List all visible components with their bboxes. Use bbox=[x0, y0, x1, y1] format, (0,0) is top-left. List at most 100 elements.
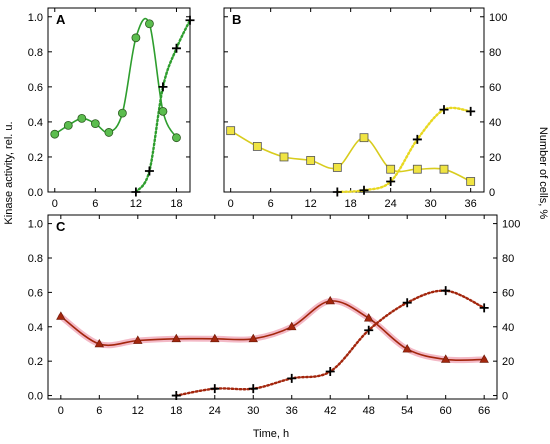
data-point-plus bbox=[131, 187, 141, 197]
data-point-plus bbox=[210, 384, 220, 394]
data-point-triangle bbox=[133, 335, 143, 344]
data-point-circle bbox=[77, 114, 87, 123]
y-left-tick-label: 0.6 bbox=[28, 287, 43, 299]
data-point-square bbox=[226, 126, 236, 136]
y-left-tick-label: 1.0 bbox=[28, 12, 43, 24]
y-left-axis-label: Kinase activity, rel. u. bbox=[3, 121, 15, 224]
data-point-triangle bbox=[402, 344, 412, 353]
x-tick-label: 12 bbox=[130, 198, 142, 210]
y-left-tick-label: 0.4 bbox=[28, 322, 43, 334]
x-tick-label: 6 bbox=[96, 405, 102, 417]
data-point-square bbox=[466, 177, 476, 186]
panel-letter: C bbox=[56, 219, 66, 234]
data-point-plus bbox=[479, 303, 489, 313]
y-right-tick-label: 40 bbox=[489, 117, 501, 129]
x-tick-label: 0 bbox=[52, 198, 58, 210]
data-point-plus bbox=[171, 43, 181, 53]
y-left-tick-label: 0.8 bbox=[28, 253, 43, 265]
data-point-circle bbox=[172, 133, 181, 143]
x-tick-label: 18 bbox=[170, 405, 182, 417]
data-point-plus bbox=[248, 384, 258, 394]
data-point-triangle bbox=[248, 333, 258, 343]
data-point-square bbox=[439, 164, 449, 174]
panel-frame bbox=[47, 7, 191, 193]
y-left-tick-label: 0.2 bbox=[28, 356, 43, 368]
y-right-tick-label: 20 bbox=[502, 356, 514, 368]
data-point-circle bbox=[104, 128, 114, 137]
data-point-plus bbox=[185, 15, 195, 25]
data-point-plus bbox=[441, 286, 451, 296]
data-point-plus bbox=[412, 134, 422, 144]
data-point-plus bbox=[144, 166, 154, 176]
data-point-circle bbox=[145, 19, 154, 29]
data-point-circle bbox=[117, 108, 127, 118]
data-point-circle bbox=[158, 106, 168, 116]
panel-frame bbox=[223, 7, 485, 193]
data-point-plus bbox=[402, 298, 412, 308]
data-point-square bbox=[412, 164, 422, 174]
data-point-plus bbox=[158, 82, 168, 92]
x-tick-label: 48 bbox=[363, 405, 375, 417]
data-point-square bbox=[306, 156, 316, 165]
series-line bbox=[230, 130, 472, 183]
y-left-tick-label: 0.4 bbox=[28, 117, 43, 129]
x-tick-label: 0 bbox=[228, 198, 234, 210]
x-tick-label: 12 bbox=[305, 198, 317, 210]
data-point-triangle bbox=[287, 321, 297, 331]
y-right-tick-label: 100 bbox=[489, 12, 507, 24]
data-point-plus bbox=[466, 106, 476, 116]
data-point-square bbox=[252, 142, 262, 151]
y-left-tick-label: 1.0 bbox=[28, 219, 43, 231]
data-point-plus bbox=[171, 391, 181, 401]
y-right-tick-label: 20 bbox=[489, 152, 501, 164]
y-right-tick-label: 60 bbox=[502, 287, 514, 299]
y-right-tick-label: 0 bbox=[489, 187, 495, 199]
x-tick-label: 60 bbox=[440, 405, 452, 417]
panel-letter: A bbox=[56, 12, 66, 27]
data-point-triangle bbox=[479, 354, 489, 363]
data-point-circle bbox=[63, 121, 73, 130]
data-point-square bbox=[386, 164, 396, 174]
x-tick-label: 24 bbox=[385, 198, 397, 210]
y-right-tick-label: 0 bbox=[502, 391, 508, 403]
x-tick-label: 24 bbox=[209, 405, 221, 417]
y-right-tick-label: 80 bbox=[502, 253, 514, 265]
data-point-circle bbox=[131, 33, 141, 43]
x-tick-label: 6 bbox=[92, 198, 98, 210]
x-tick-label: 6 bbox=[268, 198, 274, 210]
series-glow bbox=[57, 297, 488, 364]
data-point-triangle bbox=[364, 313, 374, 322]
y-right-axis-label: Number of cells, % bbox=[537, 127, 549, 220]
x-tick-label: 18 bbox=[170, 198, 182, 210]
data-point-triangle bbox=[94, 338, 105, 348]
data-point-plus bbox=[287, 373, 297, 383]
x-tick-label: 30 bbox=[425, 198, 437, 210]
panel-frame bbox=[47, 214, 498, 400]
x-tick-label: 18 bbox=[345, 198, 357, 210]
data-point-plus bbox=[332, 187, 342, 197]
data-point-square bbox=[332, 163, 342, 172]
data-point-triangle bbox=[440, 354, 451, 363]
x-tick-label: 54 bbox=[401, 405, 413, 417]
data-point-circle bbox=[90, 119, 100, 129]
x-tick-label: 66 bbox=[478, 405, 490, 417]
y-left-tick-label: 0.0 bbox=[28, 391, 43, 403]
y-left-tick-label: 0.8 bbox=[28, 47, 43, 59]
series-dotted-line bbox=[134, 19, 192, 194]
y-right-tick-label: 40 bbox=[502, 322, 514, 334]
data-point-circle bbox=[50, 129, 60, 139]
series-line bbox=[54, 17, 178, 139]
data-point-triangle bbox=[171, 333, 181, 343]
data-point-plus bbox=[364, 325, 374, 335]
data-point-triangle bbox=[56, 311, 66, 320]
data-point-plus bbox=[359, 185, 369, 195]
data-point-plus bbox=[386, 176, 396, 186]
data-point-square bbox=[279, 152, 289, 162]
series-dotted-line bbox=[175, 289, 486, 397]
series-line bbox=[60, 300, 485, 361]
data-point-triangle bbox=[325, 295, 335, 305]
x-axis-label: Time, h bbox=[253, 428, 289, 440]
y-left-tick-label: 0.0 bbox=[28, 187, 43, 199]
y-left-tick-label: 0.2 bbox=[28, 152, 43, 164]
